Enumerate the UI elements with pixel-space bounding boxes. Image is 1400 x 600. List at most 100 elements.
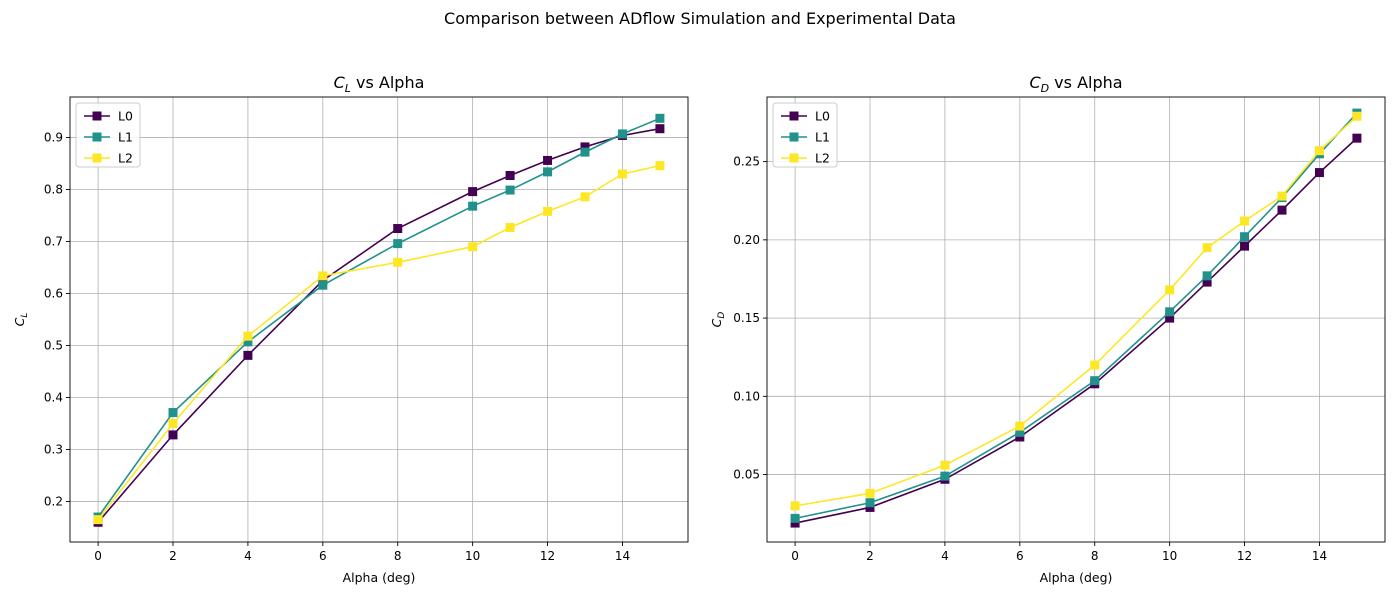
chart-title-sub: L (345, 82, 351, 95)
x-tick-label: 6 (1016, 549, 1024, 563)
chart-title: CL vs Alpha (334, 73, 425, 95)
data-point (168, 408, 178, 418)
data-point (1277, 191, 1287, 201)
y-tick-label: 0.6 (44, 287, 63, 301)
axis-ticks: 0 2 4 6 8 10 12 14 0.2 0.3 0.4 0.5 0.6 0.7 0.8 0.9 (44, 131, 630, 563)
y-tick-label: 0.20 (733, 233, 760, 247)
legend-marker (92, 132, 102, 142)
series-line (97, 127, 661, 523)
data-point (393, 257, 403, 267)
grid-lines (70, 97, 688, 542)
x-tick-label: 12 (540, 549, 555, 563)
data-point (940, 471, 950, 481)
data-point (318, 271, 328, 281)
data-point (543, 155, 553, 165)
data-point (1015, 421, 1025, 431)
x-tick-label: 10 (465, 549, 480, 563)
data-point (1314, 168, 1324, 178)
series-line (794, 115, 1358, 507)
data-point (393, 224, 403, 234)
x-axis-label: Alpha (deg) (1040, 570, 1113, 585)
data-point (1090, 376, 1100, 386)
y-axis-label-sub: D (717, 312, 727, 319)
x-tick-label: 8 (394, 549, 402, 563)
data-point (617, 129, 627, 139)
data-point (1015, 432, 1025, 442)
y-tick-label: 0.9 (44, 131, 63, 145)
y-axis-label: CD (709, 312, 727, 328)
data-point (790, 501, 800, 511)
data-point (168, 418, 178, 428)
data-point (93, 515, 103, 525)
y-tick-label: 0.8 (44, 183, 63, 197)
y-axis-label: CL (12, 313, 30, 327)
x-tick-label: 6 (319, 549, 327, 563)
series-L0 (790, 133, 1362, 528)
data-point (243, 331, 253, 341)
y-axis-label-sub: L (20, 313, 30, 318)
data-point (1352, 111, 1362, 121)
data-point (580, 147, 590, 157)
data-point (543, 206, 553, 216)
series-line (794, 112, 1358, 520)
data-point (655, 161, 665, 171)
legend-box (75, 102, 141, 168)
legend-label: L2 (815, 151, 830, 166)
chart-title-rest: vs Alpha (1049, 73, 1122, 92)
data-point (468, 201, 478, 211)
data-point (505, 170, 515, 180)
data-point (1240, 232, 1250, 242)
y-tick-label: 0.3 (44, 442, 63, 456)
data-point (655, 124, 665, 134)
x-tick-label: 14 (1312, 549, 1327, 563)
chart-title: CD vs Alpha (1029, 73, 1122, 95)
y-tick-label: 0.4 (44, 390, 63, 404)
data-point (243, 350, 253, 360)
y-tick-label: 0.25 (733, 155, 760, 169)
y-axis-label-main: C (709, 318, 724, 327)
data-point (1165, 285, 1175, 295)
data-point (543, 167, 553, 177)
data-point (940, 460, 950, 470)
data-point (790, 513, 800, 523)
series-line (97, 117, 661, 518)
series-L2 (93, 161, 665, 525)
data-point (617, 169, 627, 179)
cl-chart: 0 2 4 6 8 10 12 14 0.2 0.3 0.4 0.5 0.6 0.7 0.8 0.9 Alpha… (12, 73, 689, 585)
y-tick-label: 0.7 (44, 235, 63, 249)
data-point (1202, 277, 1212, 287)
data-point (393, 239, 403, 249)
series-line (794, 137, 1358, 524)
legend-marker (92, 153, 102, 163)
data-point (1202, 243, 1212, 253)
data-point (318, 280, 328, 290)
legend-box (772, 102, 838, 168)
series-L1 (93, 113, 665, 522)
legend: L0 L1 L2 (75, 102, 141, 168)
data-point (655, 113, 665, 123)
x-tick-label: 2 (866, 549, 874, 563)
data-point (1165, 307, 1175, 317)
legend-marker (92, 111, 102, 121)
data-point (468, 187, 478, 197)
y-tick-label: 0.2 (44, 494, 63, 508)
legend: L0 L1 L2 (772, 102, 838, 168)
legend-marker (789, 111, 799, 121)
data-point (1202, 271, 1212, 281)
data-point (1240, 216, 1250, 226)
x-tick-label: 8 (1091, 549, 1099, 563)
legend-marker (789, 153, 799, 163)
data-point (1277, 205, 1287, 215)
legend-label: L1 (118, 130, 133, 145)
legend-label: L0 (815, 109, 830, 124)
data-point (1090, 360, 1100, 370)
x-tick-label: 10 (1162, 549, 1177, 563)
axis-ticks: 0 2 4 6 8 10 12 14 0.05 0.10 0.15 0.20 0.25 (733, 155, 1327, 563)
chart-title-main: C (334, 73, 346, 92)
x-tick-label: 0 (94, 549, 102, 563)
data-point (1314, 146, 1324, 156)
series-line (97, 164, 661, 521)
data-point (1165, 313, 1175, 323)
y-tick-label: 0.05 (733, 468, 760, 482)
